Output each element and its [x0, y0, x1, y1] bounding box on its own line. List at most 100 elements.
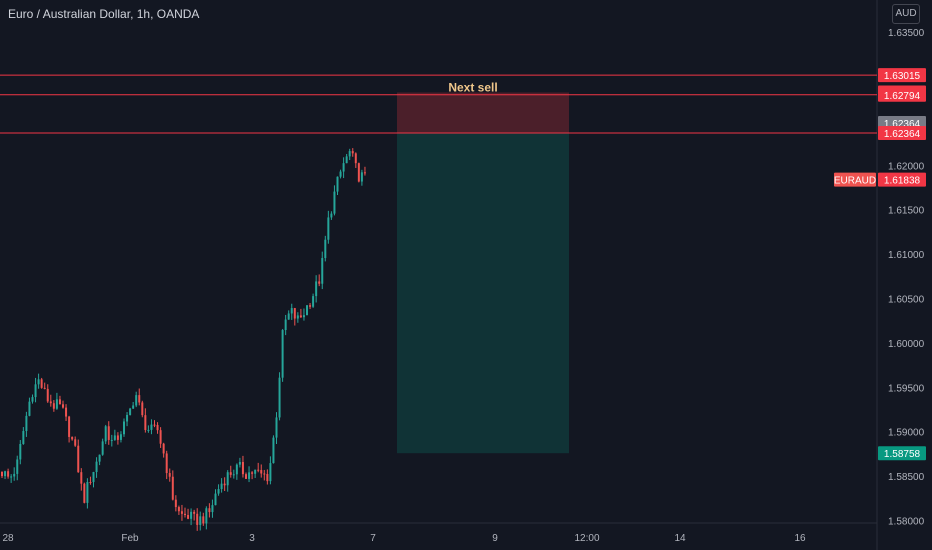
candle-body [309, 305, 312, 307]
currency-scale-button[interactable]: AUD [892, 4, 920, 24]
candle-body [312, 296, 315, 307]
candle-body [217, 489, 220, 494]
candle-body [86, 482, 89, 503]
candle-body [129, 408, 132, 415]
price-tick-label: 1.59000 [888, 428, 925, 439]
candle-body [156, 424, 159, 431]
candle-body [205, 508, 208, 524]
candle-body [110, 439, 113, 441]
candle-body [351, 151, 354, 154]
candle-body [296, 315, 299, 319]
candle-body [232, 474, 235, 476]
candle-body [25, 415, 28, 432]
candle-body [16, 459, 19, 474]
price-tick-label: 1.62000 [888, 161, 925, 172]
candle-body [65, 407, 68, 417]
candle-body [116, 435, 119, 440]
candle-body [43, 387, 46, 389]
candle-body [327, 217, 330, 240]
candle-body [272, 437, 275, 464]
candle-body [357, 163, 360, 182]
candle-body [126, 414, 129, 422]
candle-body [58, 399, 61, 405]
candle-body [19, 443, 22, 460]
candle-body [171, 476, 174, 500]
candle-body [345, 156, 348, 164]
candle-body [138, 395, 141, 403]
candle-body [4, 471, 7, 477]
candle-body [113, 435, 116, 440]
price-tick-label: 1.61500 [888, 206, 925, 217]
candle-body [144, 415, 147, 430]
take-profit-zone[interactable] [397, 132, 569, 454]
candle-body [68, 416, 71, 437]
price-tick-label: 1.60000 [888, 339, 925, 350]
candle-body [269, 463, 272, 482]
candle-body [28, 401, 31, 416]
candle-body [153, 424, 156, 426]
candle-body [299, 315, 302, 318]
candle-body [98, 454, 101, 462]
candle-body [223, 483, 226, 486]
candle-body [257, 469, 260, 471]
candle-body [37, 379, 40, 385]
candle-body [254, 469, 257, 474]
candle-body [211, 505, 214, 513]
candle-body [287, 313, 290, 320]
candle-body [360, 172, 363, 182]
candle-body [251, 472, 254, 474]
price-label-text: 1.62364 [884, 129, 921, 140]
candle-body [147, 429, 150, 431]
candle-body [80, 472, 83, 484]
candle-body [202, 516, 205, 524]
time-tick-label: 14 [674, 533, 686, 544]
candle-body [226, 472, 229, 486]
candle-body [135, 395, 138, 406]
candle-body [354, 153, 357, 164]
candle-body [187, 514, 190, 519]
candle-body [104, 426, 107, 442]
candle-body [46, 388, 49, 402]
candle-body [52, 403, 55, 409]
candle-body [220, 483, 223, 490]
candle-body [315, 281, 318, 297]
candle-body [248, 472, 251, 479]
candle-body [266, 473, 269, 482]
price-label-text: 1.61838 [884, 176, 921, 187]
time-tick-label: 3 [249, 533, 255, 544]
candle-body [293, 308, 296, 319]
candle-body [245, 474, 247, 479]
candle-body [150, 424, 153, 430]
time-tick-label: Feb [121, 533, 139, 544]
candle-body [92, 472, 95, 483]
candle-body [174, 499, 177, 508]
candle-body [159, 430, 162, 444]
candle-body [10, 476, 13, 478]
candle-body [168, 473, 171, 477]
candle-body [306, 305, 308, 316]
candle-body [55, 399, 58, 409]
candle-body [89, 482, 92, 484]
price-label-text: 1.62794 [884, 91, 921, 102]
stop-loss-zone[interactable] [397, 92, 569, 133]
candle-body [363, 172, 366, 174]
chart-title: Euro / Australian Dollar, 1h, OANDA [8, 7, 200, 21]
price-tick-label: 1.58000 [888, 517, 925, 528]
price-tick-label: 1.58500 [888, 472, 925, 483]
candle-body [49, 401, 52, 404]
price-label-box [878, 125, 926, 140]
candle-body [31, 397, 34, 402]
time-tick-label: 12:00 [574, 533, 599, 544]
next-sell-annotation: Next sell [448, 80, 497, 94]
candle-body [260, 470, 263, 474]
candle-body [290, 308, 293, 314]
candle-body [281, 330, 284, 378]
candle-body [77, 445, 80, 473]
candle-body [177, 507, 180, 512]
candle-body [62, 404, 64, 408]
price-tick-label: 1.61000 [888, 250, 925, 261]
price-label-box [878, 68, 926, 83]
price-label-text: 1.58758 [884, 449, 921, 460]
candle-body [180, 511, 183, 514]
